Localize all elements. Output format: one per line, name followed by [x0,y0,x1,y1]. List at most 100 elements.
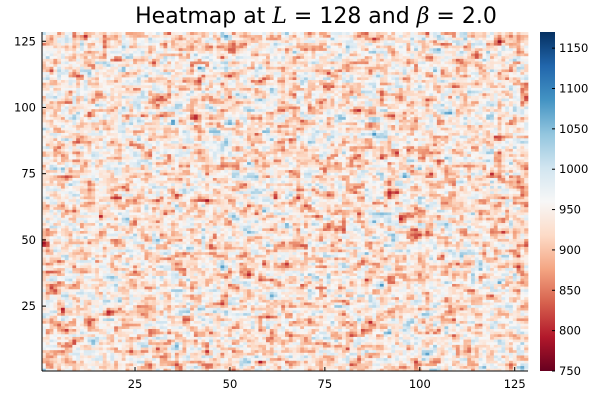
heatmap-cell [368,291,373,295]
heatmap-cell [338,325,343,329]
heatmap-cell [417,323,423,327]
heatmap-cell [338,368,343,372]
heatmap-cell [292,294,297,298]
heatmap-cell [281,349,286,353]
heatmap-cell [448,270,453,274]
heatmap-cell [64,368,69,372]
heatmap-cell [72,325,77,329]
heatmap-cell [197,325,202,329]
heatmap-cell [471,304,476,308]
heatmap-cell [482,296,487,300]
heatmap-cell [186,344,191,348]
heatmap-cell [247,315,252,319]
heatmap-cell [360,299,366,303]
heatmap-cell [178,320,183,324]
heatmap-cell [512,344,517,348]
heatmap-cell [106,310,111,314]
heatmap-cell [171,273,176,277]
heatmap-cell [459,339,464,343]
heatmap-cell [159,270,164,274]
heatmap-cell [171,288,176,292]
heatmap-cell [209,278,214,282]
heatmap-cell [433,302,438,306]
heatmap-cell [167,288,172,292]
heatmap-cell [60,357,66,361]
heatmap-cell [87,347,92,351]
heatmap-cell [110,283,115,287]
heatmap-cell [68,278,73,282]
heatmap-cell [201,310,206,314]
heatmap-cell [133,328,138,332]
heatmap-cell [486,270,491,274]
heatmap-cell [216,355,221,359]
heatmap-cell [330,267,335,271]
heatmap-cell [91,336,96,340]
heatmap-cell [512,355,517,359]
heatmap-cell [79,288,85,292]
heatmap-cell [520,267,525,271]
heatmap-cell [79,341,85,345]
heatmap-cell [152,325,157,329]
heatmap-cell [292,344,297,348]
heatmap-cell [307,360,312,364]
heatmap-cell [98,336,104,340]
heatmap-cell [501,283,506,287]
heatmap-cell [209,347,214,351]
heatmap-cell [110,341,115,345]
heatmap-cell [114,323,119,327]
heatmap-cell [136,286,142,290]
heatmap-cell [273,291,278,295]
heatmap-cell [357,299,362,303]
heatmap-cell [334,333,339,337]
heatmap-cell [387,355,392,359]
heatmap-cell [497,365,502,369]
heatmap-cell [497,270,502,274]
heatmap-cell [436,333,442,337]
heatmap-cell [167,299,172,303]
heatmap-cell [117,302,123,306]
heatmap-cell [201,363,206,367]
heatmap-cell [205,267,210,271]
heatmap-cell [478,349,483,353]
heatmap-cell [258,365,263,369]
heatmap-cell [79,302,85,306]
heatmap-cell [110,273,115,277]
heatmap-cell [395,275,400,279]
heatmap-cell [501,286,506,290]
heatmap-cell [303,294,309,298]
heatmap-cell [353,299,358,303]
heatmap-cell [364,320,369,324]
heatmap-cell [440,278,445,282]
heatmap-cell [163,333,168,337]
heatmap-cell [117,275,123,279]
heatmap-cell [410,294,415,298]
heatmap-cell [212,347,218,351]
heatmap-cell [45,325,50,329]
heatmap-cell [250,349,255,353]
heatmap-cell [474,296,479,300]
heatmap-cell [182,315,187,319]
heatmap-cell [524,344,529,348]
heatmap-cell [193,270,199,274]
heatmap-cell [281,283,286,287]
heatmap-cell [254,275,259,279]
heatmap-cell [72,296,77,300]
heatmap-cell [410,363,415,367]
heatmap-cell [95,349,100,353]
heatmap-cell [171,278,176,282]
heatmap-cell [311,333,316,337]
heatmap-cell [406,275,411,279]
heatmap-cell [266,344,271,348]
heatmap-cell [463,318,468,322]
heatmap-cell [152,339,157,343]
heatmap-cell [239,302,244,306]
heatmap-cell [197,336,202,340]
heatmap-cell [250,360,255,364]
heatmap-cell [235,344,240,348]
heatmap-cell [114,278,119,282]
heatmap-cell [497,291,502,295]
heatmap-cell [353,280,358,284]
heatmap-cell [402,267,407,271]
heatmap-cell [266,368,271,372]
heatmap-cell [524,318,529,322]
